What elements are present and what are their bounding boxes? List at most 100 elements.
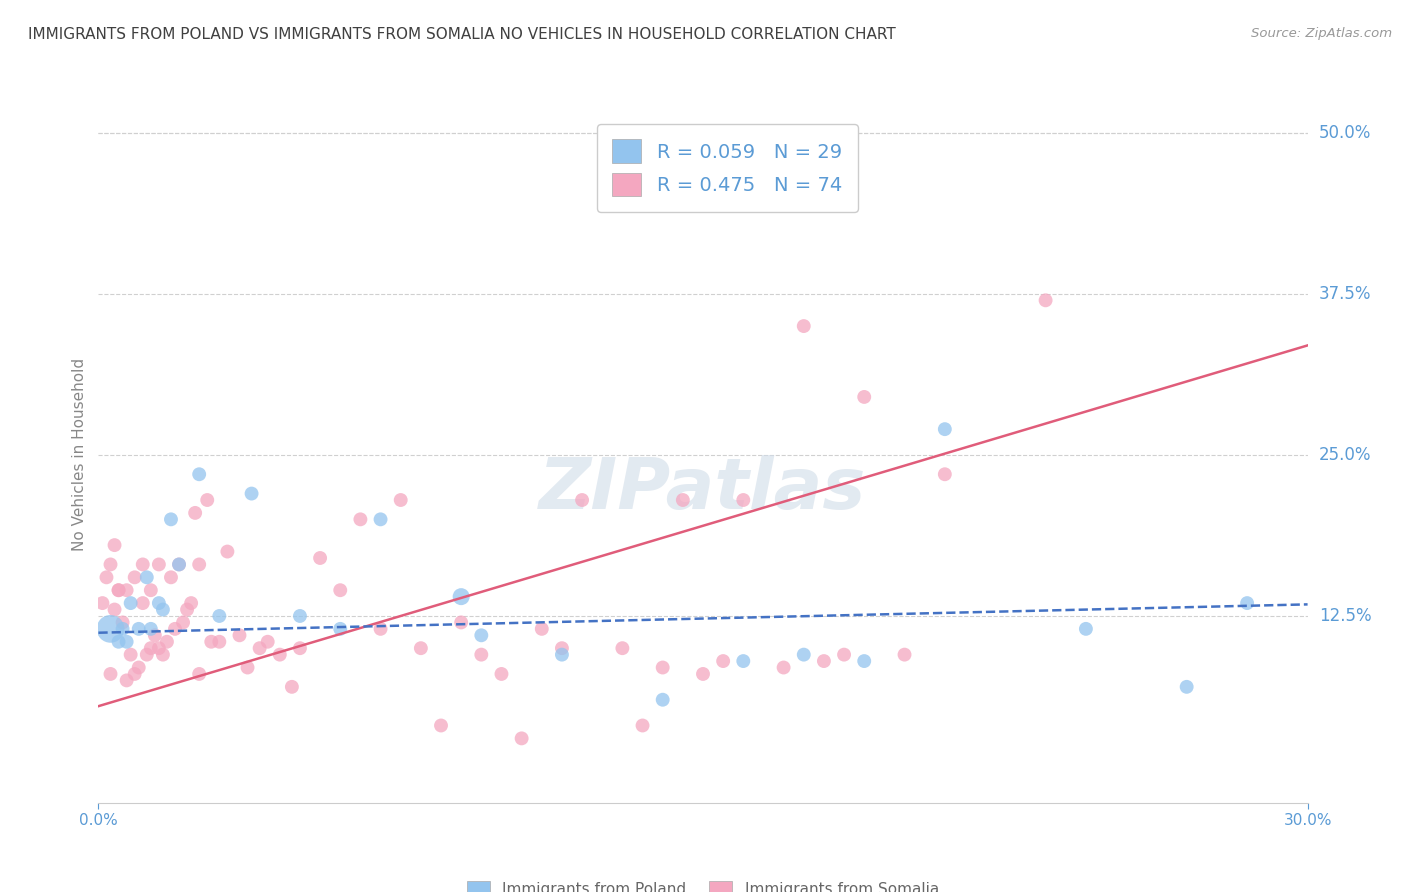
Point bbox=[288, 609, 311, 624]
Point bbox=[711, 654, 734, 668]
Point bbox=[793, 648, 815, 662]
Point bbox=[733, 493, 755, 508]
Point bbox=[107, 583, 129, 598]
Point bbox=[772, 660, 794, 674]
Point bbox=[793, 319, 815, 334]
Point bbox=[853, 654, 876, 668]
Point bbox=[111, 622, 134, 636]
Y-axis label: No Vehicles in Household: No Vehicles in Household bbox=[72, 359, 87, 551]
Point bbox=[167, 558, 190, 572]
Point bbox=[139, 622, 162, 636]
Point bbox=[571, 493, 593, 508]
Point bbox=[128, 660, 150, 674]
Point bbox=[103, 538, 125, 552]
Point bbox=[120, 596, 142, 610]
Point bbox=[180, 596, 202, 610]
Point bbox=[491, 667, 513, 681]
Point bbox=[733, 654, 755, 668]
Point bbox=[100, 622, 122, 636]
Point bbox=[152, 648, 174, 662]
Point bbox=[430, 718, 453, 732]
Point bbox=[148, 641, 170, 656]
Point bbox=[281, 680, 304, 694]
Point bbox=[530, 622, 553, 636]
Point bbox=[1236, 596, 1258, 610]
Point bbox=[124, 570, 146, 584]
Point bbox=[813, 654, 835, 668]
Point bbox=[853, 390, 876, 404]
Point bbox=[236, 660, 259, 674]
Point bbox=[288, 641, 311, 656]
Point bbox=[329, 622, 352, 636]
Point bbox=[934, 422, 956, 436]
Point bbox=[208, 634, 231, 648]
Point bbox=[470, 628, 492, 642]
Point bbox=[217, 544, 239, 558]
Point bbox=[329, 583, 352, 598]
Point bbox=[163, 622, 186, 636]
Point bbox=[228, 628, 250, 642]
Point bbox=[132, 558, 155, 572]
Text: 37.5%: 37.5% bbox=[1319, 285, 1371, 303]
Point bbox=[167, 558, 190, 572]
Point bbox=[148, 596, 170, 610]
Text: IMMIGRANTS FROM POLAND VS IMMIGRANTS FROM SOMALIA NO VEHICLES IN HOUSEHOLD CORRE: IMMIGRANTS FROM POLAND VS IMMIGRANTS FRO… bbox=[28, 27, 896, 42]
Point bbox=[100, 558, 122, 572]
Point bbox=[450, 590, 472, 604]
Point bbox=[139, 583, 162, 598]
Point bbox=[370, 622, 392, 636]
Point bbox=[135, 648, 157, 662]
Point bbox=[832, 648, 855, 662]
Point bbox=[124, 667, 146, 681]
Point bbox=[470, 648, 492, 662]
Point bbox=[188, 558, 211, 572]
Point bbox=[389, 493, 412, 508]
Point bbox=[184, 506, 207, 520]
Point bbox=[551, 648, 574, 662]
Point bbox=[1175, 680, 1198, 694]
Point bbox=[100, 667, 122, 681]
Point bbox=[143, 628, 166, 642]
Point bbox=[551, 641, 574, 656]
Point bbox=[612, 641, 634, 656]
Point bbox=[692, 667, 714, 681]
Point bbox=[409, 641, 432, 656]
Point bbox=[208, 609, 231, 624]
Point bbox=[651, 692, 673, 706]
Point bbox=[107, 583, 129, 598]
Point bbox=[256, 634, 278, 648]
Point bbox=[249, 641, 271, 656]
Point bbox=[370, 512, 392, 526]
Legend: Immigrants from Poland, Immigrants from Somalia: Immigrants from Poland, Immigrants from … bbox=[460, 873, 946, 892]
Text: ZIPatlas: ZIPatlas bbox=[540, 455, 866, 524]
Point bbox=[240, 486, 263, 500]
Text: 50.0%: 50.0% bbox=[1319, 124, 1371, 142]
Point bbox=[651, 660, 673, 674]
Text: Source: ZipAtlas.com: Source: ZipAtlas.com bbox=[1251, 27, 1392, 40]
Point bbox=[103, 602, 125, 616]
Point bbox=[1035, 293, 1057, 308]
Point bbox=[152, 602, 174, 616]
Point bbox=[269, 648, 291, 662]
Point bbox=[96, 570, 118, 584]
Point bbox=[1074, 622, 1097, 636]
Text: 25.0%: 25.0% bbox=[1319, 446, 1371, 464]
Point bbox=[148, 558, 170, 572]
Point bbox=[672, 493, 695, 508]
Point bbox=[115, 673, 138, 688]
Point bbox=[160, 570, 183, 584]
Point bbox=[115, 583, 138, 598]
Point bbox=[176, 602, 198, 616]
Point bbox=[156, 634, 179, 648]
Point bbox=[172, 615, 194, 630]
Point bbox=[893, 648, 915, 662]
Point bbox=[309, 551, 332, 566]
Point bbox=[450, 615, 472, 630]
Point bbox=[107, 634, 129, 648]
Point bbox=[91, 596, 114, 610]
Point bbox=[115, 634, 138, 648]
Point bbox=[135, 570, 157, 584]
Point bbox=[132, 596, 155, 610]
Point bbox=[631, 718, 654, 732]
Point bbox=[349, 512, 371, 526]
